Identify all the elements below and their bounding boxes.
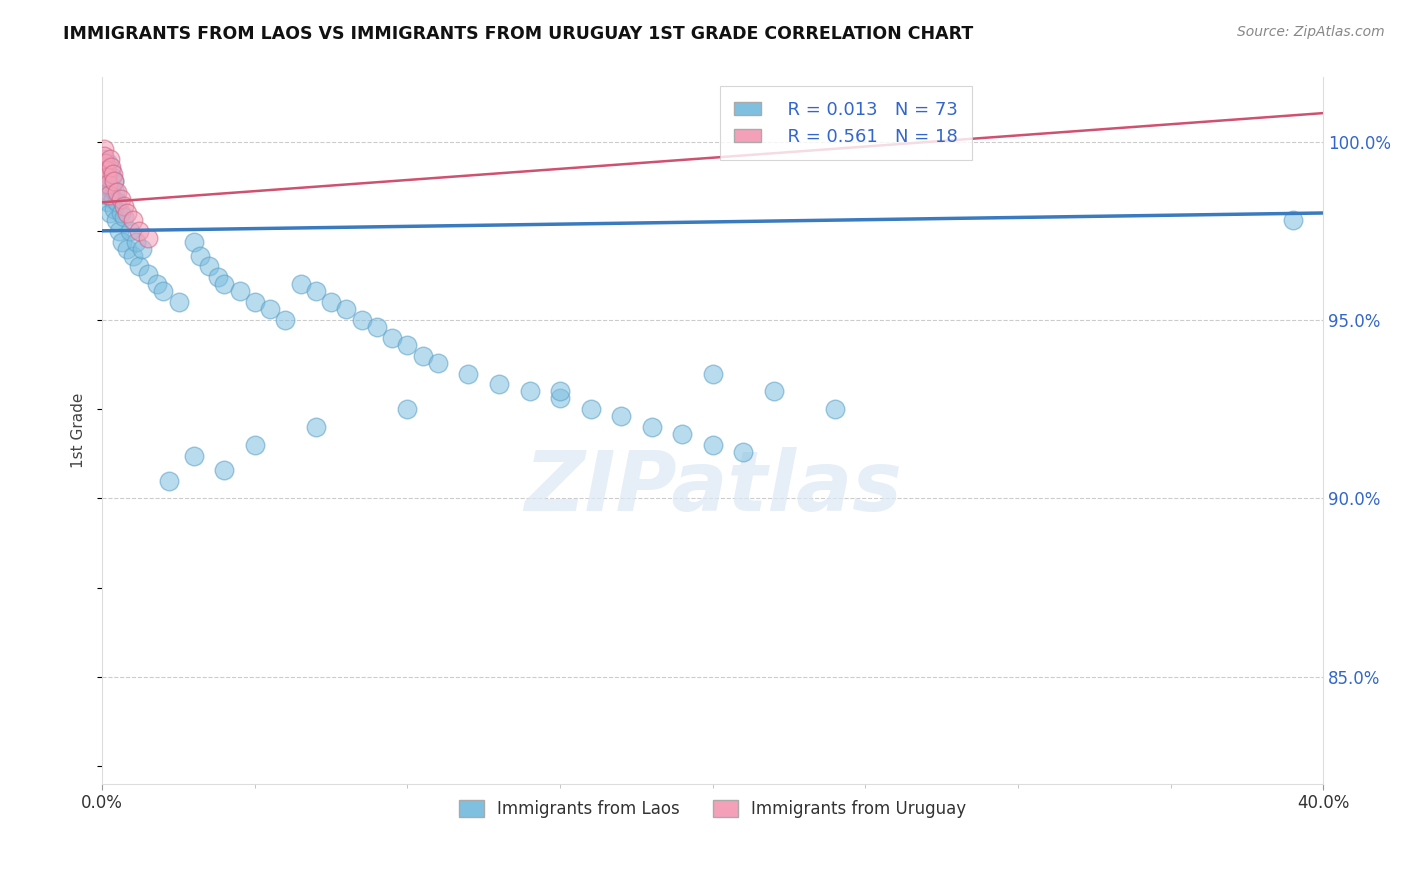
Point	[103, 202, 125, 217]
Point	[115, 206, 138, 220]
Point	[93, 163, 115, 178]
Point	[125, 235, 148, 249]
Point	[94, 156, 117, 170]
Point	[548, 392, 571, 406]
Point	[214, 463, 236, 477]
Point	[115, 242, 138, 256]
Text: IMMIGRANTS FROM LAOS VS IMMIGRANTS FROM URUGUAY 1ST GRADE CORRELATION CHART: IMMIGRANTS FROM LAOS VS IMMIGRANTS FROM …	[63, 25, 973, 43]
Point	[94, 170, 117, 185]
Point	[183, 235, 205, 249]
Point	[519, 384, 541, 399]
Point	[290, 277, 312, 292]
Point	[366, 320, 388, 334]
Point	[121, 249, 143, 263]
Text: ZIPatlas: ZIPatlas	[524, 447, 901, 527]
Point	[457, 367, 479, 381]
Point	[128, 224, 150, 238]
Point	[97, 185, 120, 199]
Point	[548, 384, 571, 399]
Point	[136, 231, 159, 245]
Point	[110, 206, 132, 220]
Point	[702, 438, 724, 452]
Point	[824, 402, 846, 417]
Point	[104, 213, 127, 227]
Point	[274, 313, 297, 327]
Point	[100, 181, 122, 195]
Point	[640, 420, 662, 434]
Point	[157, 474, 180, 488]
Point	[610, 409, 633, 424]
Point	[97, 178, 120, 192]
Point	[101, 192, 124, 206]
Point	[97, 195, 120, 210]
Point	[396, 402, 419, 417]
Legend: Immigrants from Laos, Immigrants from Uruguay: Immigrants from Laos, Immigrants from Ur…	[453, 793, 973, 825]
Point	[167, 295, 190, 310]
Point	[762, 384, 785, 399]
Point	[112, 199, 135, 213]
Point	[335, 302, 357, 317]
Point	[214, 277, 236, 292]
Point	[381, 331, 404, 345]
Point	[396, 338, 419, 352]
Point	[321, 295, 343, 310]
Point	[108, 224, 131, 238]
Point	[112, 210, 135, 224]
Point	[350, 313, 373, 327]
Point	[94, 163, 117, 178]
Point	[93, 178, 115, 192]
Point	[305, 285, 328, 299]
Point	[110, 192, 132, 206]
Point	[111, 235, 134, 249]
Point	[101, 170, 124, 185]
Point	[93, 142, 115, 156]
Point	[412, 349, 434, 363]
Point	[183, 449, 205, 463]
Point	[118, 224, 141, 238]
Point	[100, 163, 122, 178]
Point	[96, 170, 118, 185]
Point	[1281, 213, 1303, 227]
Point	[104, 185, 127, 199]
Point	[97, 188, 120, 202]
Point	[198, 260, 221, 274]
Point	[107, 185, 129, 199]
Y-axis label: 1st Grade: 1st Grade	[72, 392, 86, 468]
Point	[733, 445, 755, 459]
Point	[98, 206, 121, 220]
Point	[702, 367, 724, 381]
Text: Source: ZipAtlas.com: Source: ZipAtlas.com	[1237, 25, 1385, 39]
Point	[136, 267, 159, 281]
Point	[98, 153, 121, 167]
Point	[101, 167, 124, 181]
Point	[97, 156, 120, 170]
Point	[426, 356, 449, 370]
Point	[128, 260, 150, 274]
Point	[93, 153, 115, 167]
Point	[243, 295, 266, 310]
Point	[107, 195, 129, 210]
Point	[228, 285, 250, 299]
Point	[671, 427, 693, 442]
Point	[188, 249, 211, 263]
Point	[152, 285, 174, 299]
Point	[305, 420, 328, 434]
Point	[100, 160, 122, 174]
Point	[146, 277, 169, 292]
Point	[259, 302, 281, 317]
Point	[103, 174, 125, 188]
Point	[121, 213, 143, 227]
Point	[243, 438, 266, 452]
Point	[93, 149, 115, 163]
Point	[103, 174, 125, 188]
Point	[579, 402, 602, 417]
Point	[131, 242, 153, 256]
Point	[488, 377, 510, 392]
Point	[207, 270, 229, 285]
Point	[94, 188, 117, 202]
Point	[96, 167, 118, 181]
